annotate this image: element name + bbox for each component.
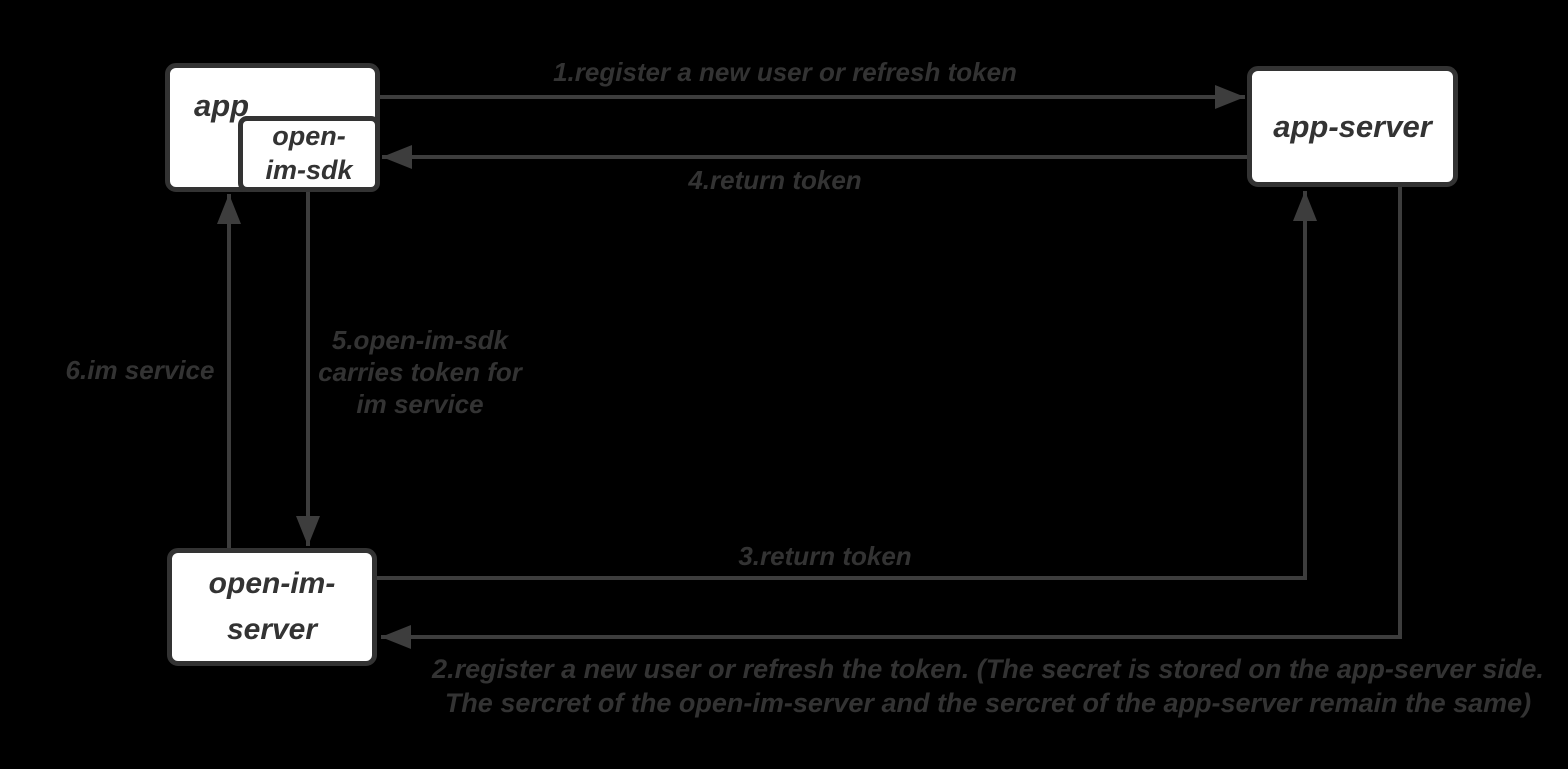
arrow-3-return-token-line xyxy=(377,191,1317,580)
arrow-5-label: 5.open-im-sdk carries token for im servi… xyxy=(318,325,522,419)
arrow-2-label: 2.register a new user or refresh the tok… xyxy=(432,654,1544,718)
arrow-1-label: 1.register a new user or refresh token xyxy=(553,57,1017,87)
node-app-server-label: app-server xyxy=(1273,108,1432,144)
node-open-im-server-label: open-im- server xyxy=(208,566,336,647)
node-open-im-server: open-im- server xyxy=(167,548,377,666)
node-app-label: app xyxy=(194,88,250,123)
node-app-server: app-server xyxy=(1247,66,1458,187)
arrow-6-label: 6.im service xyxy=(65,355,215,385)
node-open-im-sdk: open- im-sdk xyxy=(238,116,380,192)
node-open-im-sdk-label: open- im-sdk xyxy=(265,121,353,185)
arrow-3-label: 3.return token xyxy=(738,541,912,571)
arrow-4-label: 4.return token xyxy=(688,165,862,195)
arrow-2-register-line xyxy=(381,187,1402,649)
